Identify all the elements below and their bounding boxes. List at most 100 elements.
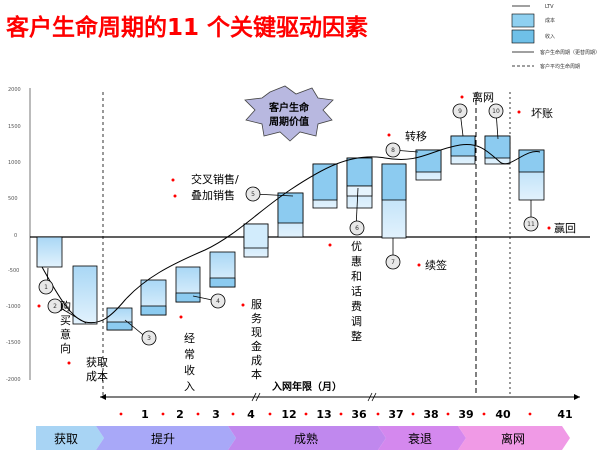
- page-title: 客户生命周期的11 个关键驱动因素: [6, 15, 369, 41]
- driver-number: 8: [391, 147, 395, 154]
- bar-segment: [346, 185, 373, 197]
- y-axis: 2000 1500 1000 500 0 -500 -1000 -1500 -2…: [6, 87, 31, 383]
- bar-segment: [484, 135, 511, 159]
- driver-label: 转移: [405, 129, 427, 143]
- y-tick: 0: [14, 233, 17, 239]
- phase-label: 获取: [54, 432, 78, 446]
- driver-marker: [385, 254, 401, 270]
- month-label: 1: [141, 408, 149, 421]
- month-label: 36: [351, 408, 367, 421]
- legend-label: 客户生命周期（更替周期）: [540, 49, 600, 56]
- ltv-burst: 客户生命 周期价值: [244, 85, 334, 142]
- month-label: 37: [388, 408, 403, 421]
- period-bars: [36, 135, 545, 331]
- bar-segment: [106, 321, 133, 331]
- phase-label: 离网: [501, 431, 525, 446]
- driver-label: 交叉销售/: [191, 172, 239, 186]
- bar-segment: [243, 223, 269, 249]
- month-label: 41: [557, 408, 572, 421]
- y-tick: 1000: [8, 160, 21, 166]
- legend-label: 客户平均生命周期: [540, 63, 580, 70]
- driver-label: 坏账: [531, 107, 553, 120]
- driver-markers: [38, 103, 539, 346]
- legend-label: 成本: [545, 17, 555, 24]
- driver-marker: [38, 279, 54, 295]
- legend-swatch: [511, 13, 535, 28]
- driver-label: 获取成本: [86, 356, 108, 383]
- driver-marker: [385, 142, 401, 158]
- month-label: 12: [281, 408, 296, 421]
- bar: [72, 265, 98, 325]
- driver-label: 叠加销售: [191, 188, 235, 202]
- y-tick: -500: [8, 268, 19, 274]
- bar-segment: [175, 292, 201, 303]
- driver-label: 购买意向: [60, 299, 71, 355]
- ltv-curve: [41, 143, 541, 324]
- phase-arrow: [96, 426, 236, 450]
- phase-arrow: [378, 426, 466, 450]
- month-label: 4: [247, 408, 255, 421]
- bar-segment: [381, 163, 407, 201]
- driver-label: 赢回: [554, 221, 576, 235]
- y-tick: -1000: [6, 304, 21, 310]
- y-tick: 2000: [8, 87, 21, 93]
- bar-segment: [312, 163, 338, 201]
- month-dots: [119, 412, 532, 416]
- driver-number: 11: [527, 221, 535, 228]
- bar-segment: [277, 192, 304, 224]
- driver-marker: [349, 220, 365, 236]
- burst-line-1: 客户生命: [268, 101, 310, 114]
- driver-marker: [245, 186, 261, 202]
- driver-number: 5: [251, 191, 255, 198]
- phase-label: 提升: [151, 431, 175, 446]
- month-label: 39: [458, 408, 473, 421]
- driver-number: 10: [492, 108, 500, 115]
- bar-segment: [415, 149, 442, 173]
- driver-marker: [210, 293, 226, 309]
- legend: LTV 成本 收入 客户生命周期（更替周期） 客户平均生命周期: [511, 4, 600, 70]
- phase-label: 成熟: [294, 431, 318, 446]
- month-label: 38: [423, 408, 438, 421]
- bar: [36, 236, 63, 268]
- legend-label: 收入: [545, 33, 555, 40]
- month-labels: 1 2 3 4 12 13 36 37 38 39 40 41: [141, 408, 572, 421]
- driver-label: 优惠和话费调整: [351, 240, 362, 343]
- bar-segment: [140, 305, 167, 316]
- month-label: 40: [495, 408, 511, 421]
- phase-bar: 获取 提升 成熟 衰退 离网: [36, 426, 570, 450]
- burst-line-2: 周期价值: [269, 115, 309, 128]
- bar-segment: [209, 277, 236, 288]
- driver-label: 经常收入: [184, 332, 195, 393]
- y-tick: -2000: [6, 377, 21, 383]
- driver-label: 离网: [472, 90, 494, 104]
- driver-number: 1: [44, 284, 48, 291]
- time-axis: 入网年限（月）: [100, 380, 580, 402]
- driver-number: 6: [355, 225, 359, 232]
- phase-label: 衰退: [408, 431, 432, 446]
- month-label: 13: [316, 408, 331, 421]
- month-label: 3: [212, 408, 220, 421]
- driver-marker: [47, 298, 63, 314]
- driver-number: 7: [391, 259, 395, 266]
- phase-arrow: [36, 426, 104, 450]
- driver-marker: [488, 103, 504, 119]
- driver-number: 2: [53, 303, 57, 310]
- driver-marker: [523, 216, 539, 232]
- bullet-dots: [37, 95, 551, 365]
- bar-segment: [346, 157, 373, 187]
- driver-numbers: 1 2 3 4 5 6 7 8 9 10 11: [44, 108, 535, 342]
- driver-marker: [452, 103, 468, 119]
- driver-label: 服务现金成本: [251, 298, 262, 381]
- month-label: 2: [176, 408, 184, 421]
- driver-marker: [141, 330, 157, 346]
- legend-swatch: [511, 29, 535, 44]
- y-tick: 500: [8, 196, 18, 202]
- driver-number: 3: [147, 335, 151, 342]
- y-tick: -1500: [6, 340, 21, 346]
- axis-title: 入网年限（月）: [272, 380, 342, 393]
- bar-segment: [518, 149, 545, 173]
- driver-number: 4: [216, 298, 220, 305]
- phase-arrow: [228, 426, 386, 450]
- driver-label: 续签: [425, 258, 447, 272]
